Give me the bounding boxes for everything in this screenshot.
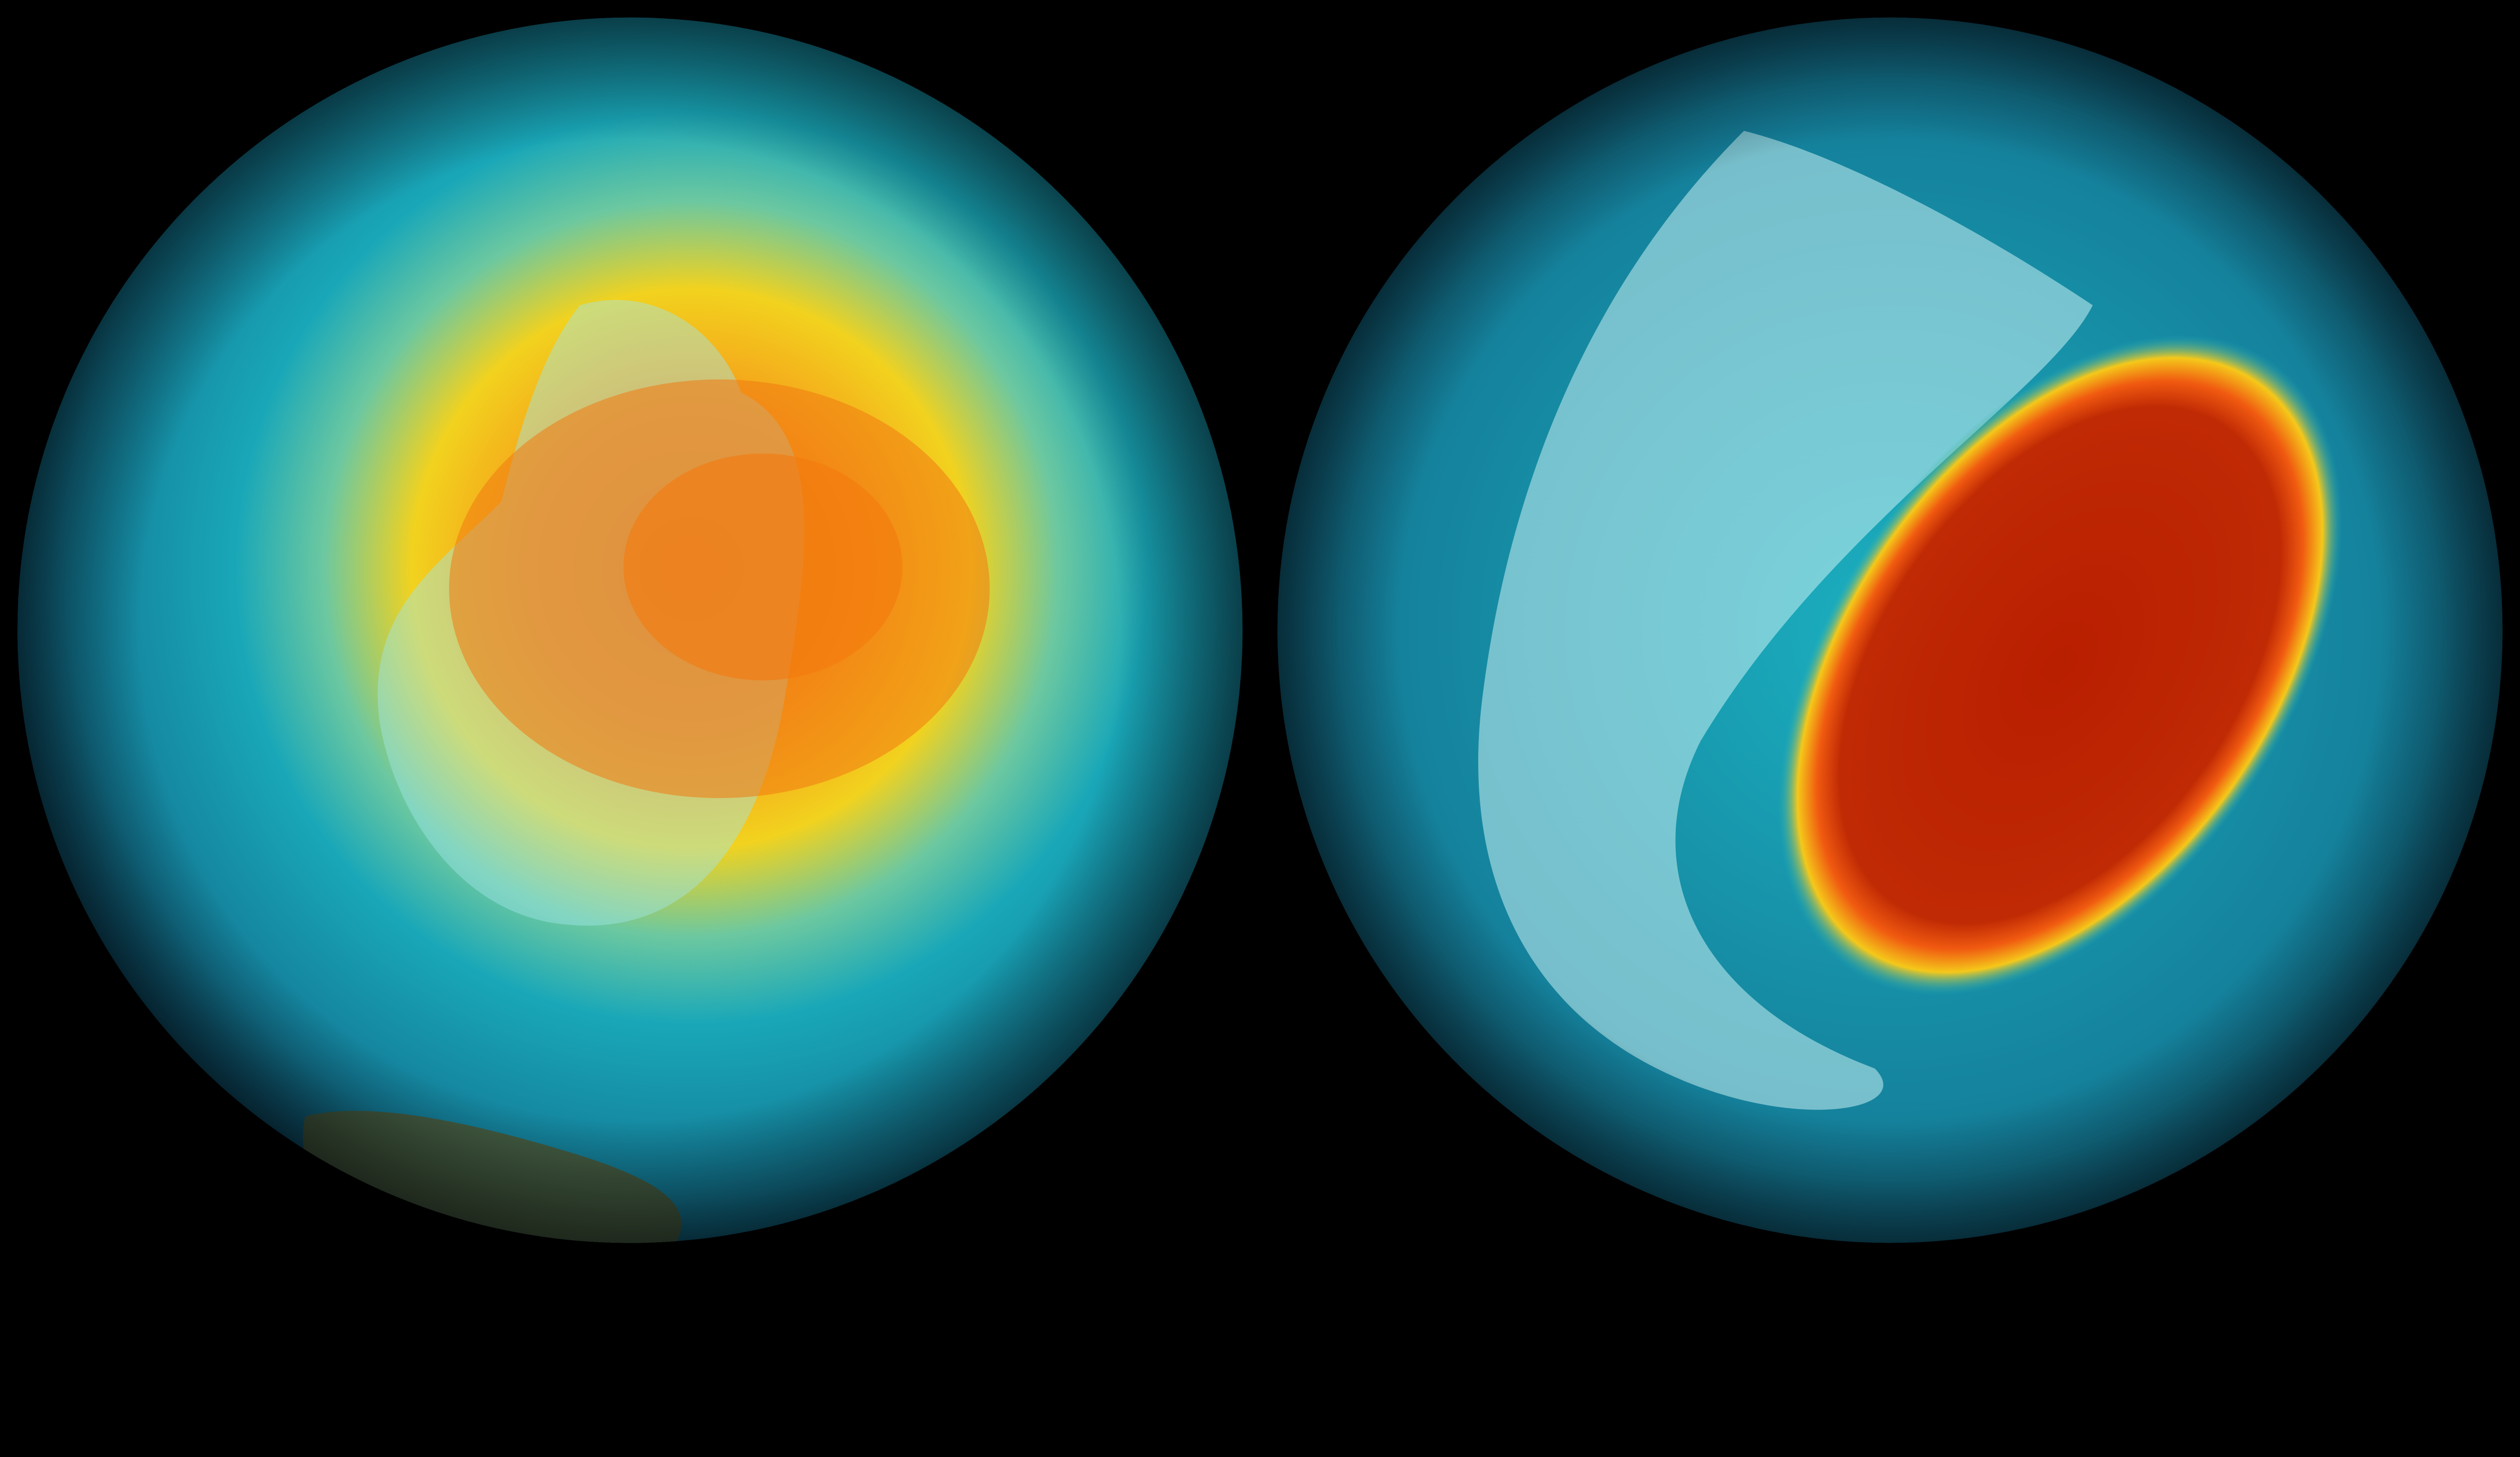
left-globe-limb-shade [17, 17, 1243, 1243]
right-globe-limb-shade [1277, 17, 2503, 1243]
left-globe [17, 17, 1243, 1243]
globe-visualization [17, 17, 2503, 1243]
right-globe [1277, 17, 2503, 1243]
